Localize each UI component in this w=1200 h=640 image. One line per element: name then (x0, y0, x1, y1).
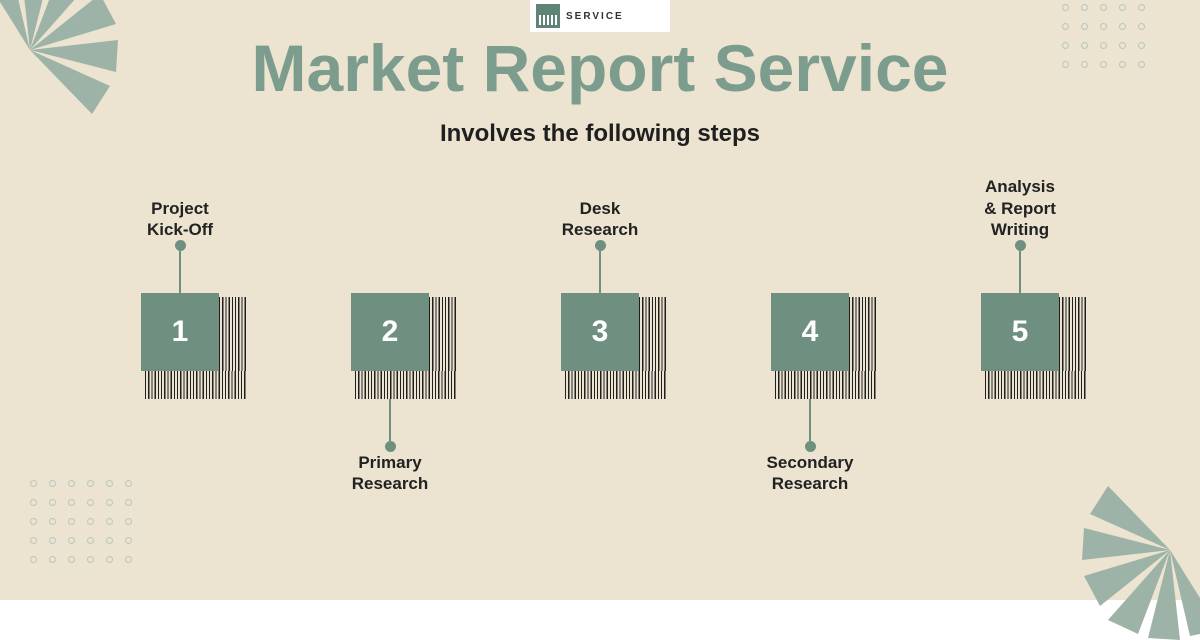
step-label: Analysis & Report Writing (984, 180, 1056, 240)
step-number: 4 (802, 315, 819, 349)
step-5: Analysis & Report Writing 5 (960, 180, 1080, 512)
step-square: 2 (351, 293, 429, 371)
step-1: Project Kick-Off 1 (120, 180, 240, 512)
logo-text: SERVICE (566, 11, 624, 22)
connector-stem (599, 251, 601, 293)
connector-dot-icon (175, 240, 186, 251)
decor-burst-icon (1080, 460, 1200, 640)
decor-dotgrid (30, 480, 132, 563)
decor-dotgrid (1062, 4, 1145, 68)
step-square: 3 (561, 293, 639, 371)
hatch-right-icon (429, 297, 457, 371)
hatch-bottom-icon (565, 371, 667, 399)
infographic-canvas: SERVICE Market Report Service Involves t… (0, 0, 1200, 600)
connector-dot-icon (805, 441, 816, 452)
hatch-right-icon (849, 297, 877, 371)
step-connector (385, 399, 396, 452)
step-connector (595, 240, 606, 293)
connector-stem (179, 251, 181, 293)
connector-stem (389, 399, 391, 441)
connector-dot-icon (385, 441, 396, 452)
step-square-wrap: 3 (561, 293, 639, 371)
step-number: 5 (1012, 315, 1029, 349)
connector-stem (809, 399, 811, 441)
step-connector (175, 240, 186, 293)
step-label: Project Kick-Off (147, 180, 213, 240)
step-square: 1 (141, 293, 219, 371)
step-square: 4 (771, 293, 849, 371)
step-square-wrap: 1 (141, 293, 219, 371)
step-connector (805, 399, 816, 452)
step-number: 1 (172, 315, 189, 349)
step-connector (1015, 240, 1026, 293)
hatch-bottom-icon (355, 371, 457, 399)
hatch-bottom-icon (775, 371, 877, 399)
step-square: 5 (981, 293, 1059, 371)
step-number: 3 (592, 315, 609, 349)
step-2: 2 Primary Research (330, 180, 450, 512)
step-square-wrap: 5 (981, 293, 1059, 371)
step-square-wrap: 2 (351, 293, 429, 371)
subtitle: Involves the following steps (0, 120, 1200, 148)
logo: SERVICE (530, 0, 670, 32)
step-3: Desk Research 3 (540, 180, 660, 512)
step-label: Desk Research (562, 180, 639, 240)
connector-dot-icon (1015, 240, 1026, 251)
step-4: 4 Secondary Research (750, 180, 870, 512)
connector-stem (1019, 251, 1021, 293)
main-title: Market Report Service (0, 30, 1200, 106)
hatch-right-icon (639, 297, 667, 371)
hatch-right-icon (219, 297, 247, 371)
logo-mark-icon (536, 4, 560, 28)
hatch-right-icon (1059, 297, 1087, 371)
step-number: 2 (382, 315, 399, 349)
decor-burst-icon (0, 0, 120, 140)
connector-dot-icon (595, 240, 606, 251)
hatch-bottom-icon (985, 371, 1087, 399)
step-square-wrap: 4 (771, 293, 849, 371)
hatch-bottom-icon (145, 371, 247, 399)
step-label: Primary Research (352, 452, 429, 512)
steps-row: Project Kick-Off 1 2 Primary Research Desk R… (0, 180, 1200, 512)
step-label: Secondary Research (767, 452, 854, 512)
